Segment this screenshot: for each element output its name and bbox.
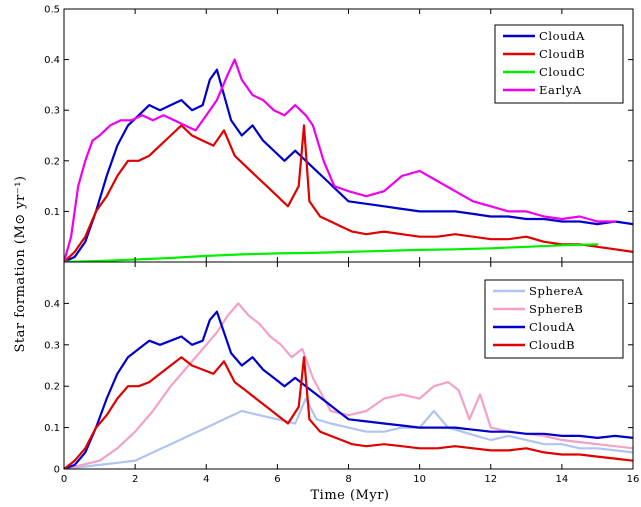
- legend-label: SphereB: [529, 302, 583, 316]
- x-tick-label: 16: [627, 474, 640, 485]
- y-tick-label: 0.5: [44, 5, 60, 16]
- series-lines: [64, 58, 633, 262]
- y-tick-label: 0.4: [44, 55, 60, 66]
- y-tick-label: 0.1: [44, 207, 60, 218]
- legend-label: CloudB: [539, 47, 585, 61]
- x-tick-label: 6: [274, 474, 280, 485]
- legend-label: CloudB: [529, 338, 575, 352]
- legend: CloudA CloudB CloudC EarlyA: [494, 24, 624, 104]
- y-tick-label: 0.4: [44, 299, 60, 310]
- series-line-cloudc-0: [64, 243, 599, 262]
- series-line-clouda-0: [64, 68, 633, 262]
- bottom-panel: 0 2 4 6 8 10 12 14 16 0 0.1 0.2 0.3 0.4 SphereA SphereB…: [44, 261, 640, 485]
- x-tick-label: 2: [132, 474, 138, 485]
- series-line-spherea-1: [64, 397, 633, 469]
- y-tick-label: 0.3: [44, 340, 60, 351]
- x-tick-label: 8: [345, 474, 351, 485]
- y-tick-label: 0.3: [44, 106, 60, 117]
- legend-box: [494, 24, 624, 104]
- x-axis-label: Time (Myr): [311, 488, 390, 503]
- y-tick-label: 0.2: [44, 382, 60, 393]
- x-tick-label: 14: [556, 474, 569, 485]
- series-lines: [64, 302, 633, 469]
- x-tick-label: 0: [61, 474, 67, 485]
- legend-label: SphereA: [529, 284, 583, 298]
- y-tick-label: 0.1: [44, 423, 60, 434]
- y-axis-label: Star formation (M⊙ yr⁻¹): [13, 176, 28, 353]
- legend-label: CloudA: [539, 29, 585, 43]
- x-tick-label: 10: [413, 474, 426, 485]
- series-line-clouda-1: [64, 310, 633, 469]
- y-tick-label: 0.2: [44, 156, 60, 167]
- x-tick-label: 12: [484, 474, 497, 485]
- series-line-cloudb-1: [64, 356, 633, 469]
- x-tick-label: 4: [203, 474, 209, 485]
- legend: SphereA SphereB CloudA CloudB: [484, 279, 624, 359]
- series-line-cloudb-0: [64, 124, 633, 262]
- legend-label: CloudC: [539, 65, 586, 79]
- y-tick-label: 0: [54, 465, 60, 476]
- series-line-earlya-0: [64, 58, 617, 262]
- legend-label: EarlyA: [539, 83, 582, 97]
- legend-label: CloudA: [529, 320, 575, 334]
- top-panel: 0.1 0.2 0.3 0.4 0.5 CloudA CloudB CloudC EarlyA: [44, 5, 634, 263]
